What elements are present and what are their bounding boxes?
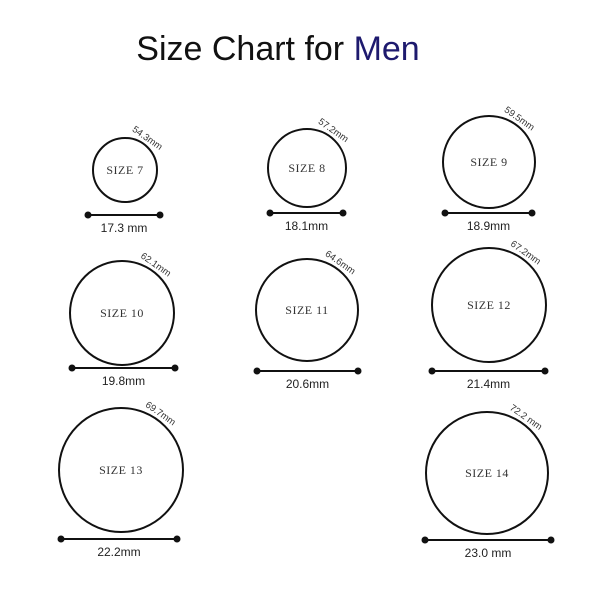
size-label: SIZE 8 [288,161,325,175]
circumference-label: 54.3mm [130,124,164,153]
diameter-endpoint [528,209,536,217]
size-label: SIZE 13 [99,463,143,477]
ring-circle [69,260,175,366]
size-label: SIZE 9 [470,155,507,169]
ring-circle [425,411,549,535]
ring-circle [442,115,536,209]
title-prefix: Size Chart for [136,30,354,68]
diameter-label: 21.4mm [467,377,510,391]
diameter-endpoint [253,367,261,375]
title-accent: Men [353,30,420,68]
ring-circle [92,137,158,203]
diameter-label: 23.0 mm [465,546,512,560]
diameter-endpoint [421,536,429,544]
size-label: SIZE 11 [285,303,328,317]
ring-circle [267,128,347,208]
diameter-endpoint [428,367,436,375]
ring-circle [58,407,184,533]
diameter-endpoint [547,536,555,544]
ring-circle [255,258,359,362]
diameter-endpoint [84,211,92,219]
diameter-endpoint [354,367,362,375]
size-label: SIZE 7 [106,163,143,177]
diameter-label: 20.6mm [286,377,329,391]
diameter-endpoint [441,209,449,217]
diameter-label: 22.2mm [97,545,140,559]
diameter-endpoint [171,364,179,372]
diameter-label: 19.8mm [102,374,145,388]
size-label: SIZE 12 [467,298,511,312]
diameter-label: 17.3 mm [101,221,148,235]
diameter-endpoint [541,367,549,375]
diameter-endpoint [156,211,164,219]
diameter-label: 18.9mm [467,219,510,233]
diameter-label: 18.1mm [285,219,328,233]
ring-size-7: SIZE 7 54.3mm 17.3 mm [84,124,164,235]
diameter-endpoint [68,364,76,372]
diameter-endpoint [173,535,181,543]
page-title: Size Chart for Men [0,30,556,69]
diameter-endpoint [339,209,347,217]
ring-circle [431,247,547,363]
size-label: SIZE 14 [465,466,509,480]
diameter-endpoint [266,209,274,217]
size-label: SIZE 10 [100,306,144,320]
diameter-endpoint [57,535,65,543]
